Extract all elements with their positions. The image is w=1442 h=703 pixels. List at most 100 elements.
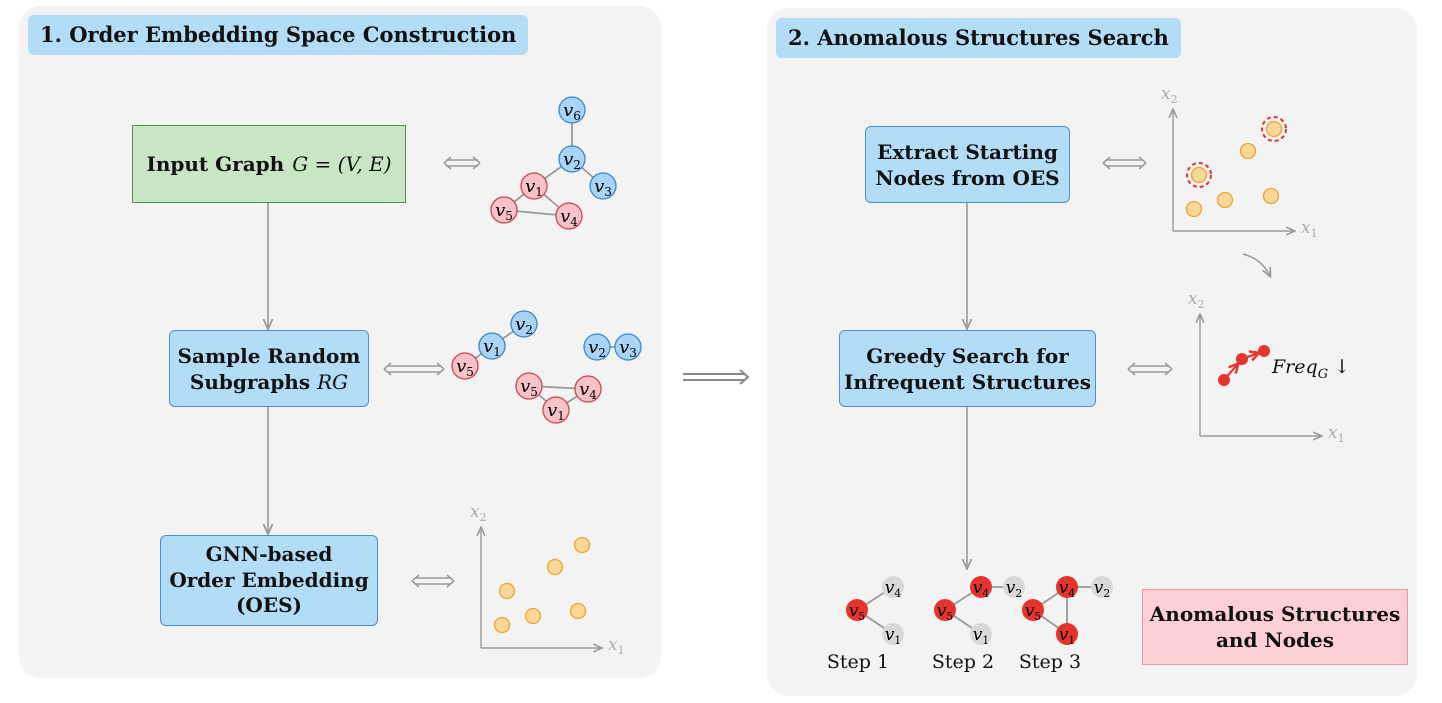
axis-label-x2: x2 [1161, 84, 1178, 106]
svg-text:v4: v4 [560, 206, 578, 229]
input-graph-box: Input Graph G = (V, E) [132, 125, 406, 203]
svg-text:v2: v2 [588, 337, 606, 360]
step-node-v1: v1 [1056, 623, 1078, 647]
axis-label-x2: x2 [470, 502, 487, 524]
embedding-point [1216, 191, 1234, 209]
embedding-point [1262, 187, 1280, 205]
svg-text:v1: v1 [547, 400, 565, 423]
subgraph-node-v2: v2 [583, 333, 611, 361]
embedding-point [1185, 200, 1203, 218]
sample-subgraphs-box: Sample Random Subgraphs RG [169, 330, 369, 407]
axis-label-x2: x2 [1188, 289, 1205, 311]
embedding-point [546, 558, 564, 576]
double-arrow-icon [1102, 156, 1147, 170]
search-step-point [1236, 353, 1248, 365]
double-arrow-icon [683, 369, 750, 385]
step-node-v1: v1 [970, 623, 992, 647]
svg-text:v4: v4 [973, 578, 990, 600]
embedding-point [569, 602, 587, 620]
graph-node-v4: v4 [555, 202, 583, 230]
subgraph-node-v4: v4 [574, 375, 602, 403]
svg-text:v4: v4 [885, 578, 902, 600]
input-graph: v6 v2 v3 v1 v5 v4 [490, 96, 617, 230]
step-node-v5: v5 [934, 599, 956, 623]
subgraph-node-v2: v2 [510, 310, 538, 338]
selected-start-node-ring [1186, 162, 1212, 188]
graph-node-v6: v6 [558, 96, 586, 124]
sample-line2: Subgraphs RG [189, 369, 349, 394]
svg-text:v2: v2 [515, 314, 533, 337]
graph-node-v1: v1 [520, 172, 548, 200]
subgraph-node-v5: v5 [515, 372, 543, 400]
gnn-line1: GNN-based [205, 542, 333, 567]
panel2-title: 2. Anomalous Structures Search [776, 18, 1181, 58]
svg-text:v3: v3 [619, 337, 637, 360]
search-step-point [1258, 345, 1270, 357]
graph-node-v2: v2 [558, 145, 586, 173]
anomalous-result-box: Anomalous Structures and Nodes [1142, 589, 1408, 665]
input-graph-label: Input Graph [146, 152, 285, 176]
step-node-v4: v4 [882, 576, 904, 600]
step-node-v4: v4 [970, 576, 992, 600]
extract-line1: Extract Starting [877, 139, 1058, 164]
frequency-label: FreqG ↓ [1271, 356, 1350, 382]
axis-label-x1: x1 [1328, 423, 1345, 445]
step-node-v2: v2 [1003, 576, 1025, 600]
embedding-point [1190, 166, 1208, 184]
svg-text:v5: v5 [1025, 601, 1042, 623]
step-3-graph: v5 v4 v2 v1 Step 3 [1019, 576, 1113, 673]
svg-text:v4: v4 [579, 379, 597, 402]
greedy-line2: Infrequent Structures [844, 369, 1091, 394]
svg-text:v5: v5 [849, 601, 866, 623]
input-graph-math: G = (V, E) [292, 152, 392, 176]
greedy-search-plot: x2 x1 FreqG ↓ [1188, 289, 1350, 445]
step-label: Step 1 [827, 651, 889, 673]
embedding-point [498, 582, 516, 600]
embedding-point [524, 607, 542, 625]
double-arrow-icon [383, 362, 445, 376]
step-node-v2: v2 [1091, 576, 1113, 600]
double-arrow-icon [411, 574, 455, 588]
gnn-line2: Order Embedding [169, 567, 369, 592]
step-2-graph: v5 v4 v2 v1 Step 2 [932, 576, 1025, 673]
subgraph-node-v3: v3 [614, 333, 642, 361]
svg-text:v6: v6 [563, 100, 581, 123]
oes-scatter-plot: x2 x1 [470, 502, 625, 657]
greedy-search-box: Greedy Search for Infrequent Structures [839, 330, 1096, 407]
step-label: Step 3 [1019, 651, 1081, 673]
svg-text:v2: v2 [1094, 578, 1111, 600]
step-node-v5: v5 [1022, 599, 1044, 623]
svg-text:v1: v1 [525, 176, 543, 199]
embedding-point [1239, 142, 1257, 160]
sample-line1: Sample Random [177, 343, 361, 368]
gnn-line3: (OES) [235, 593, 303, 618]
graph-node-v3: v3 [589, 172, 617, 200]
random-subgraphs: v2 v1 v5 v2 v3 v5 v4 v1 [451, 310, 642, 424]
selected-start-node-ring [1261, 116, 1287, 142]
panel1-title: 1. Order Embedding Space Construction [28, 15, 529, 55]
subgraph-node-v5: v5 [451, 352, 479, 380]
search-step-point [1218, 374, 1230, 386]
axis-label-x1: x1 [1301, 218, 1318, 240]
result-line2: and Nodes [1215, 628, 1335, 652]
svg-text:v1: v1 [483, 336, 501, 359]
embedding-point [1265, 120, 1283, 138]
double-arrow-icon [1127, 362, 1173, 376]
result-line1: Anomalous Structures [1149, 602, 1401, 626]
gnn-oes-box: GNN-based Order Embedding (OES) [160, 535, 378, 626]
svg-text:v5: v5 [495, 200, 513, 223]
curved-arrow-icon [1242, 253, 1270, 276]
embedding-point [493, 616, 511, 634]
svg-text:v5: v5 [456, 356, 474, 379]
extract-nodes-box: Extract Starting Nodes from OES [865, 126, 1070, 203]
svg-text:v1: v1 [885, 625, 902, 647]
graph-node-v5: v5 [490, 196, 518, 224]
svg-text:v2: v2 [563, 149, 581, 172]
svg-text:v5: v5 [520, 376, 538, 399]
step-1-graph: v5 v4 v1 Step 1 [827, 576, 904, 673]
svg-text:v2: v2 [1006, 578, 1023, 600]
embedding-point [573, 536, 591, 554]
double-arrow-icon [443, 156, 481, 170]
step-node-v4: v4 [1056, 576, 1078, 600]
